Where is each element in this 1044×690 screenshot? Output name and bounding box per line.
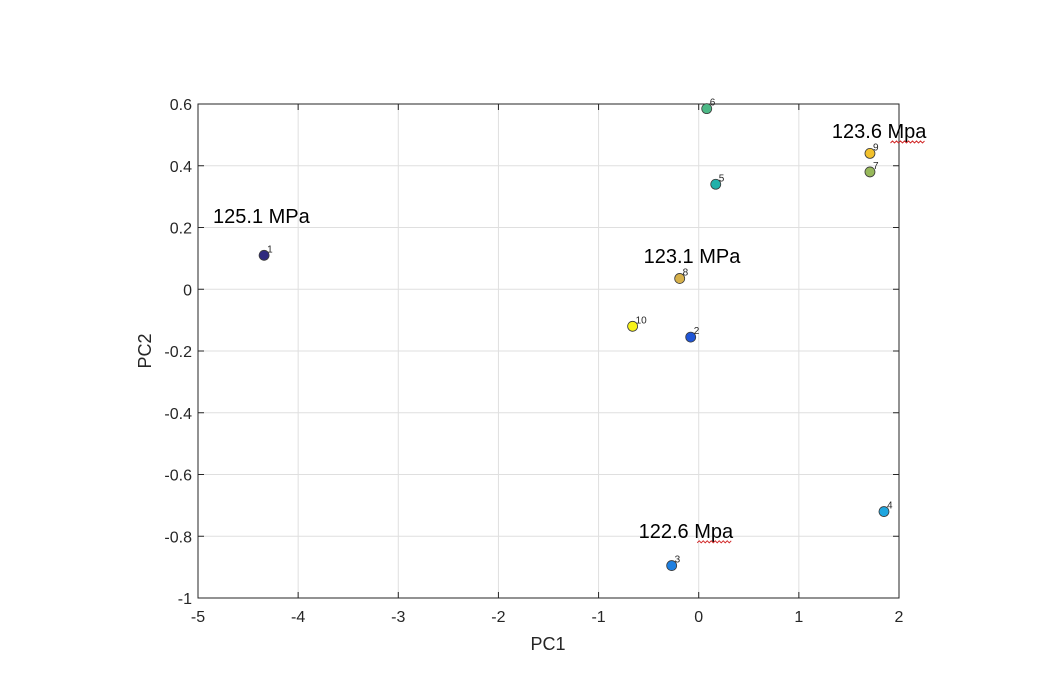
- y-tick-label: -0.2: [164, 344, 192, 361]
- point-label-8: 8: [683, 267, 689, 278]
- x-tick-label: -2: [491, 609, 505, 626]
- data-points: 1 2 3 4 5 6 7 8 9 10: [258, 98, 893, 571]
- x-tick-label: -4: [291, 609, 305, 626]
- x-tick-label: 0: [694, 609, 703, 626]
- annotation-label: 123.1 MPa: [644, 246, 742, 268]
- data-point-6: [701, 103, 713, 115]
- point-label-3: 3: [675, 555, 681, 566]
- point-label-6: 6: [710, 98, 716, 109]
- data-point-7: [864, 166, 876, 178]
- y-tick-label: 0.2: [170, 221, 192, 238]
- spellcheck-underline: [890, 140, 925, 144]
- point-label-5: 5: [719, 173, 725, 184]
- y-tick-label: 0.4: [170, 159, 192, 176]
- point-label-7: 7: [873, 161, 879, 172]
- data-point-2: [685, 331, 697, 343]
- data-point-3: [666, 560, 678, 571]
- y-tick-label: -1: [178, 591, 192, 608]
- data-point-1: [258, 249, 270, 261]
- point-label-2: 2: [694, 326, 700, 337]
- point-label-4: 4: [887, 501, 893, 512]
- axis-ticks: -5 -4 -3 -2 -1 0 1 2 -1 -0.8 -0.6 -0.4 -0.2 0 0.2 0.4 0.…: [164, 97, 903, 626]
- data-point-10: [627, 320, 639, 332]
- y-tick-label: 0.6: [170, 97, 192, 114]
- y-tick-label: -0.6: [164, 468, 192, 485]
- spellcheck-underline: [696, 540, 732, 544]
- y-axis-label: PC2: [135, 333, 155, 368]
- x-tick-label: 1: [794, 609, 803, 626]
- x-tick-label: 2: [895, 609, 904, 626]
- data-point-5: [710, 178, 722, 190]
- x-axis-label: PC1: [530, 634, 565, 654]
- data-point-9: [864, 147, 876, 159]
- point-label-1: 1: [267, 244, 273, 255]
- x-tick-label: -1: [591, 609, 605, 626]
- point-label-9: 9: [873, 142, 879, 153]
- point-label-10: 10: [636, 315, 648, 326]
- y-tick-label: -0.8: [164, 529, 192, 546]
- data-point-4: [878, 506, 890, 517]
- data-point-8: [674, 273, 686, 284]
- annotation-label: 123.6 Mpa: [832, 121, 927, 143]
- x-tick-label: -5: [191, 609, 205, 626]
- grid-lines: [197, 103, 900, 599]
- y-tick-label: -0.4: [164, 406, 192, 423]
- annotation-label: 125.1 MPa: [213, 206, 311, 228]
- x-tick-label: -3: [391, 609, 405, 626]
- annotations: 125.1 MPa 123.6 Mpa 123.1 MPa 122.6 Mpa: [213, 121, 927, 544]
- y-tick-label: 0: [183, 282, 192, 299]
- annotation-label: 122.6 Mpa: [639, 521, 734, 543]
